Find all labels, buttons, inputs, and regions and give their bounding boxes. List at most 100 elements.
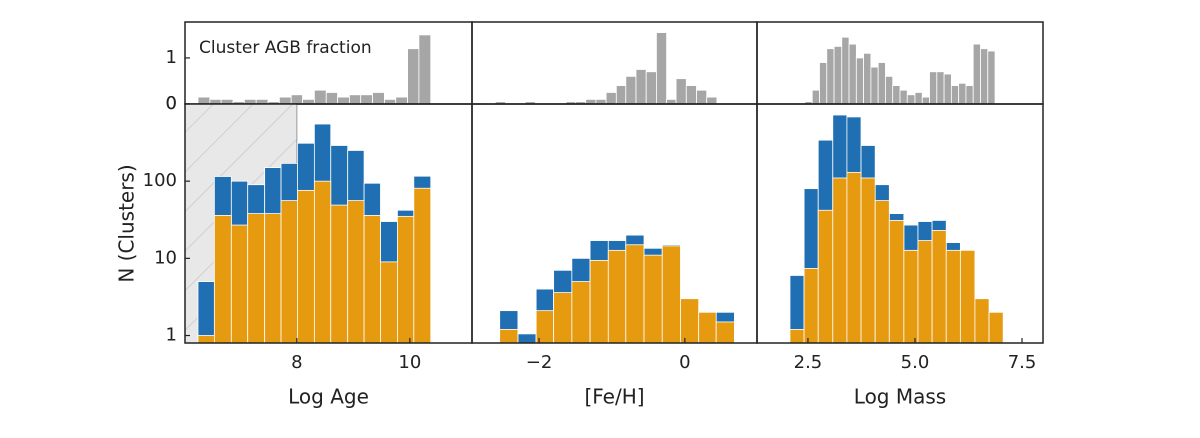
histogram-bar [903,249,919,344]
histogram-bar [571,281,591,344]
histogram-bar [680,298,700,344]
histogram-bar [325,92,338,105]
panel-frame [756,103,1044,344]
histogram-bar [906,94,916,105]
histogram-bar [715,321,735,344]
x-axis-label: Log Mass [854,385,946,409]
histogram-bar [958,82,967,105]
x-tick-label: −2 [526,352,553,373]
histogram-bar [635,69,647,105]
histogram-bar [625,244,645,344]
x-tick-label: 2.5 [794,352,823,373]
x-tick-label: 7.5 [1008,352,1037,373]
histogram-bar [929,71,938,105]
histogram-bar [826,48,835,105]
histogram-bar [950,85,960,105]
histogram-bar [675,78,687,105]
histogram-bar [247,213,266,344]
histogram-bar [945,249,961,344]
histogram-bar [943,73,952,105]
annotation: Cluster AGB fraction [199,38,372,58]
histogram-bar [698,311,717,344]
y-tick-label: 100 [143,170,177,191]
histogram-bar [974,298,990,344]
histogram-bar [888,220,905,344]
histogram-bar [877,62,886,105]
histogram-bar [661,245,681,344]
histogram-bar [553,292,573,344]
histogram-bar [980,48,989,105]
histogram-bar [819,62,828,105]
x-axis-label: Log Age [288,385,369,409]
x-tick-label: 0 [679,352,690,373]
histogram-bar [605,92,617,105]
histogram-bar [870,66,879,105]
histogram-bar [846,171,862,344]
histogram-bar [625,75,637,105]
histogram-bar [936,71,945,105]
histogram-bar [696,89,708,105]
histogram-bar [395,96,408,105]
histogram-bar [360,94,373,105]
histogram-bar [197,96,211,105]
histogram-bar [656,32,668,105]
y-tick-label: 1 [166,325,177,346]
histogram-bar [337,96,350,105]
histogram-bar [297,189,315,344]
histogram-bar [832,177,848,344]
histogram-bar [499,329,519,344]
histogram-bar [197,281,215,344]
histogram-bar [407,48,420,105]
histogram-bar [330,204,349,344]
histogram-bar [589,260,609,344]
histogram-bar [397,215,415,344]
histogram-bar [313,180,332,344]
histogram-bar [413,187,432,344]
histogram-bar [931,230,947,344]
histogram-bar [789,329,805,344]
histogram-bar [363,215,381,344]
histogram-bar [885,75,894,105]
histogram-bar [874,200,890,344]
histogram-bar [914,92,923,105]
histogram-bar [863,52,872,105]
histogram-bar [817,209,834,344]
histogram-bar [607,249,627,344]
histogram-bar [313,89,327,105]
x-axis-label: [Fe/H] [584,385,644,409]
histogram-bar [833,46,843,105]
y-tick-label: 0 [166,93,177,114]
histogram-bar [965,85,974,105]
y-tick-label: 1 [166,47,177,68]
histogram-bar [972,43,981,105]
histogram-bar [988,311,1004,344]
histogram-bar [278,96,292,105]
y-tick-label: 0 [166,93,177,114]
histogram-bar [803,268,819,344]
histogram-bar [645,71,657,105]
x-tick-label: 5.0 [901,352,930,373]
histogram-bar [921,96,930,105]
histogram-bar [643,254,663,344]
histogram-bar [213,215,232,344]
histogram-bar [685,85,697,105]
histogram-bar [987,50,996,105]
histogram-bar [372,92,385,105]
histogram-bar [848,43,857,105]
x-tick-label: 10 [398,352,421,373]
histogram-bar [615,85,627,105]
histogram-bar [959,249,976,344]
histogram-bar [899,89,908,105]
histogram-bar [811,89,820,105]
histogram-bar [841,36,850,105]
histogram-bar [517,333,537,344]
histogram-bar [280,200,298,344]
histogram-bar [230,224,249,344]
histogram-bar [855,57,865,105]
panel-frame [471,21,758,105]
histogram-bar [290,94,303,105]
histogram-bar [349,94,362,105]
y-tick-label: 10 [154,247,177,268]
histogram-bar [860,177,876,344]
